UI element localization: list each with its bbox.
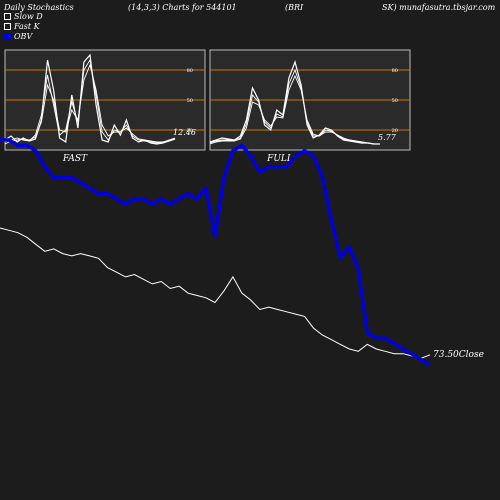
fast-series-line-2 bbox=[4, 63, 176, 145]
symbol-left: (BRI bbox=[285, 3, 304, 12]
chart-params: (14,3,3) Charts for 544101 bbox=[128, 3, 237, 12]
fast-panel-title: FAST bbox=[62, 154, 88, 164]
close-last-value-label: 73.50Close bbox=[433, 350, 484, 360]
full-y-tick-label-50: 50 bbox=[392, 98, 398, 104]
legend-item-fast-k: Fast K bbox=[4, 22, 40, 31]
legend-swatch-obv bbox=[4, 33, 11, 40]
full-series-line-2 bbox=[209, 74, 380, 145]
fast-last-value-label: 12.46 bbox=[173, 128, 196, 137]
legend-label-obv: OBV bbox=[14, 32, 33, 41]
full-y-tick-label-20: 20 bbox=[392, 128, 398, 134]
close-price-line bbox=[0, 227, 431, 359]
legend-swatch-fast-k bbox=[4, 23, 11, 30]
legend-swatch-slow-d bbox=[4, 13, 11, 20]
legend-label-slow-d: Slow D bbox=[14, 12, 43, 21]
full-y-tick-label-80: 80 bbox=[392, 68, 398, 74]
fast-y-tick-label-80: 80 bbox=[187, 68, 193, 74]
legend-label-fast-k: Fast K bbox=[14, 22, 40, 31]
fast-y-tick-label-20: 20 bbox=[187, 128, 193, 134]
full-last-value-label: 5.77 bbox=[378, 133, 397, 142]
symbol-right: SK) munafasutra.tbsjar.com bbox=[382, 3, 496, 12]
full-series-line-0 bbox=[209, 60, 380, 145]
fast-y-tick-label-50: 50 bbox=[187, 98, 193, 104]
fast-series-line-1 bbox=[4, 58, 176, 144]
legend-item-obv: OBV bbox=[4, 32, 32, 41]
legend-item-slow-d: Slow D bbox=[4, 12, 43, 21]
full-panel-title: FULL bbox=[266, 154, 293, 164]
obv-line bbox=[0, 138, 431, 367]
chart-title: Daily Stochastics bbox=[4, 3, 74, 12]
